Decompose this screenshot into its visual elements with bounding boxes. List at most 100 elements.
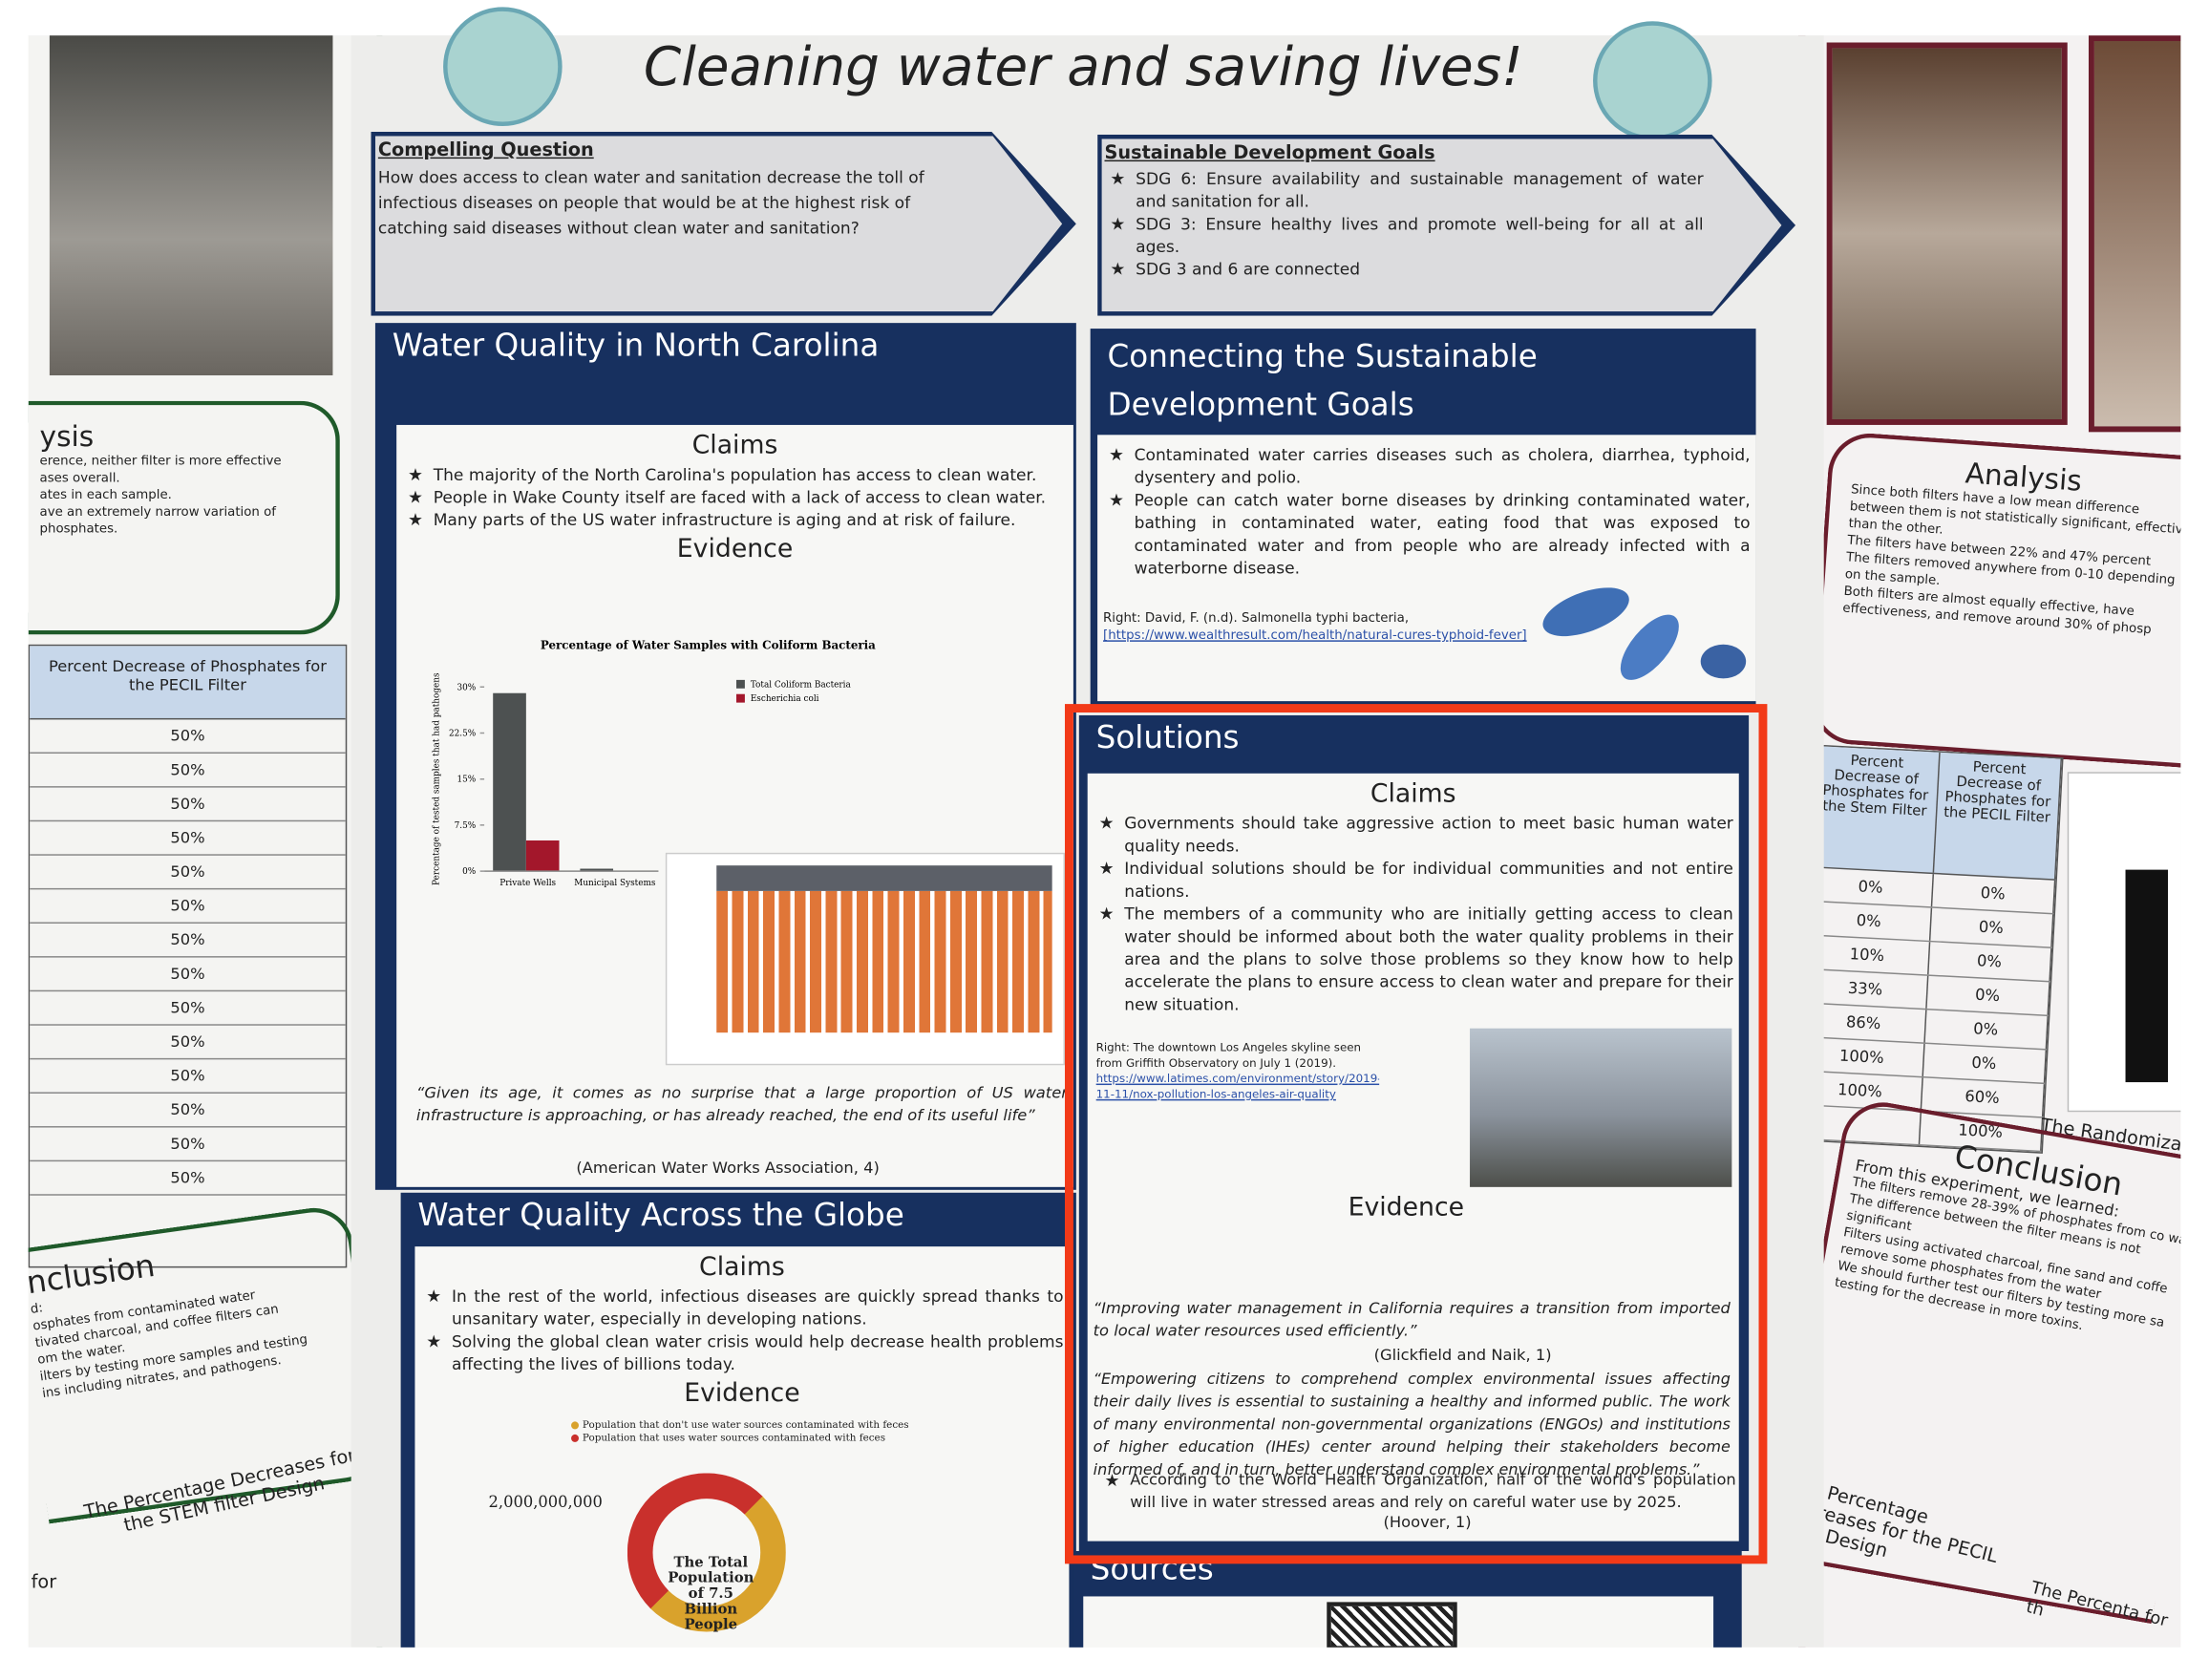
sdg-box: Sustainable Development Goals SDG 6: Ens…: [1101, 138, 1782, 312]
chart: Percentage of Water Samples with Colifor…: [433, 638, 877, 888]
legend-label: Escherichia coli: [751, 694, 819, 704]
link: https://www.latimes.com/environment/stor…: [1095, 1072, 1380, 1101]
list-item: 50%: [30, 856, 346, 890]
x-tick-label: Municipal Systems: [574, 879, 656, 888]
list: Contaminated water carries diseases such…: [1103, 443, 1751, 579]
list: In the rest of the world, infectious dis…: [420, 1285, 1063, 1375]
histogram-shape: [2125, 869, 2169, 1083]
list-item: Governments should take aggressive actio…: [1094, 812, 1733, 857]
right-board: Analysis Since both filters have a low m…: [1798, 35, 2181, 1648]
list-item: Individual solutions should be for indiv…: [1094, 857, 1733, 902]
panel-heading: Connecting the Sustainable Development G…: [1107, 339, 1538, 424]
panel-body: Claims The majority of the North Carolin…: [396, 424, 1073, 1187]
list-item: Many parts of the US water infrastructur…: [402, 508, 1068, 531]
quote: “Improving water management in Californi…: [1093, 1299, 1731, 1341]
left-table: Percent Decrease of Phosphates for the P…: [28, 644, 348, 1268]
table-header: Percent Decrease of Phosphates for the S…: [1811, 746, 1940, 873]
list: Since both filters have a low mean diffe…: [1842, 481, 2181, 641]
list-item: People in Wake County itself are faced w…: [402, 486, 1068, 509]
left-board: ysis erence, neither filter is more effe…: [28, 35, 383, 1648]
legend-swatch: [736, 693, 745, 703]
chart-title: Percentage of Water Samples with Colifor…: [541, 638, 876, 651]
logo: [443, 7, 563, 126]
list-item: Solving the global clean water crisis wo…: [420, 1330, 1063, 1375]
subheading: Claims: [699, 1252, 785, 1283]
list-item: 50%: [30, 1026, 346, 1060]
list-item: 50%: [30, 1059, 346, 1094]
panel-body: [1083, 1596, 1714, 1650]
list-item: 50%: [30, 1128, 346, 1162]
question-box: Compelling Question How does access to c…: [374, 136, 1063, 312]
axis-label: 2,000,000,000: [488, 1493, 603, 1512]
citation: (Hoover, 1): [1383, 1512, 1472, 1532]
list-item: 50%: [30, 719, 346, 755]
subheading: Claims: [691, 430, 778, 461]
stacked-bars-image: [716, 865, 1052, 1033]
panel-heading: Water Quality Across the Globe: [417, 1198, 904, 1234]
x-tick-label: Private Wells: [499, 879, 556, 888]
panel-heading: Solutions: [1095, 720, 1240, 756]
poster-title: Cleaning water and saving lives!: [643, 35, 1523, 98]
right-analysis: Analysis Since both filters have a low m…: [1809, 430, 2181, 768]
list: The majority of the North Carolina's pop…: [402, 463, 1068, 531]
subheading: Evidence: [676, 534, 794, 564]
y-axis-label: Percentage of tested samples that had pa…: [433, 672, 442, 885]
legend: ● Population that don't use water source…: [570, 1419, 909, 1444]
legend-label: Population that don't use water sources …: [582, 1419, 909, 1431]
donut-label: The Total Population of 7.5 Billion Peop…: [668, 1555, 754, 1634]
y-tick-label: 7.5%: [455, 821, 477, 831]
list-item: Contaminated water carries diseases such…: [1103, 443, 1751, 488]
list-item: The majority of the North Carolina's pop…: [402, 463, 1068, 486]
list-item: erence, neither filter is more effective: [39, 455, 282, 469]
list-item: ave an extremely narrow variation of: [39, 505, 277, 521]
list-item: People can catch water borne diseases by…: [1103, 489, 1751, 580]
legend-label: Total Coliform Bacteria: [751, 680, 852, 690]
table-cell: 0%: [1927, 942, 2052, 982]
table-header: Percent Decrease of Phosphates for the P…: [1933, 752, 2063, 880]
table-cell: 0%: [1931, 874, 2056, 913]
infrastructure-chart: [665, 852, 1065, 1066]
list: Governments should take aggressive actio…: [1094, 812, 1733, 1016]
list: erence, neither filter is more effective…: [40, 454, 325, 539]
heading: Compelling Question: [377, 139, 594, 162]
list-item: 50%: [30, 788, 346, 822]
table-cell: 0%: [1924, 1010, 2049, 1050]
y-tick-label: 22.5%: [449, 729, 476, 738]
list-item: 50%: [30, 991, 346, 1026]
list-item: phosphates.: [39, 522, 118, 538]
table-cell: 0%: [1925, 975, 2050, 1015]
margin: [0, 1647, 2209, 1680]
citation: (American Water Works Association, 4): [576, 1159, 880, 1178]
list-item: 50%: [30, 754, 346, 788]
logo: [1593, 21, 1712, 140]
table-cell: 0%: [1807, 902, 1932, 941]
list-item: 50%: [30, 1161, 346, 1196]
caption: for: [31, 1572, 57, 1594]
list-item: 50%: [30, 821, 346, 856]
heading: Sustainable Development Goals: [1104, 142, 1435, 165]
table-cell: 10%: [1805, 935, 1930, 975]
credit: Right: David, F. (n.d). Salmonella typhi…: [1103, 611, 1410, 627]
panel-heading: Water Quality in North Carolina: [392, 329, 880, 365]
bar: [525, 840, 560, 872]
panel-body: Claims In the rest of the world, infecti…: [414, 1246, 1070, 1650]
list-item: 50%: [30, 958, 346, 992]
question: How does access to clean water and sanit…: [377, 167, 924, 239]
qr-code: [1327, 1602, 1457, 1650]
quote: “Given its age, it comes as no surprise …: [415, 1083, 1068, 1125]
y-tick-label: 0%: [462, 867, 476, 877]
right-table: Percent Decrease of Phosphates for the S…: [1805, 744, 2064, 1154]
photo-caption: Right: The downtown Los Angeles skyline …: [1096, 1040, 1380, 1102]
la-skyline-photo: [1470, 1028, 1732, 1187]
quote: “Empowering citizens to comprehend compl…: [1093, 1370, 1731, 1479]
caption: Right: The downtown Los Angeles skyline …: [1095, 1041, 1362, 1070]
y-tick-label: 30%: [457, 683, 476, 692]
list-item: ates in each sample.: [39, 488, 172, 503]
heading: ysis: [39, 418, 95, 454]
table-cell: 0%: [1809, 867, 1934, 907]
list-item: SDG 3: Ensure healthy lives and promote …: [1105, 212, 1703, 257]
list-item: 50%: [30, 889, 346, 924]
legend-swatch: [736, 679, 745, 689]
bar: [493, 692, 526, 872]
list-item: SDG 3 and 6 are connected: [1105, 258, 1704, 281]
